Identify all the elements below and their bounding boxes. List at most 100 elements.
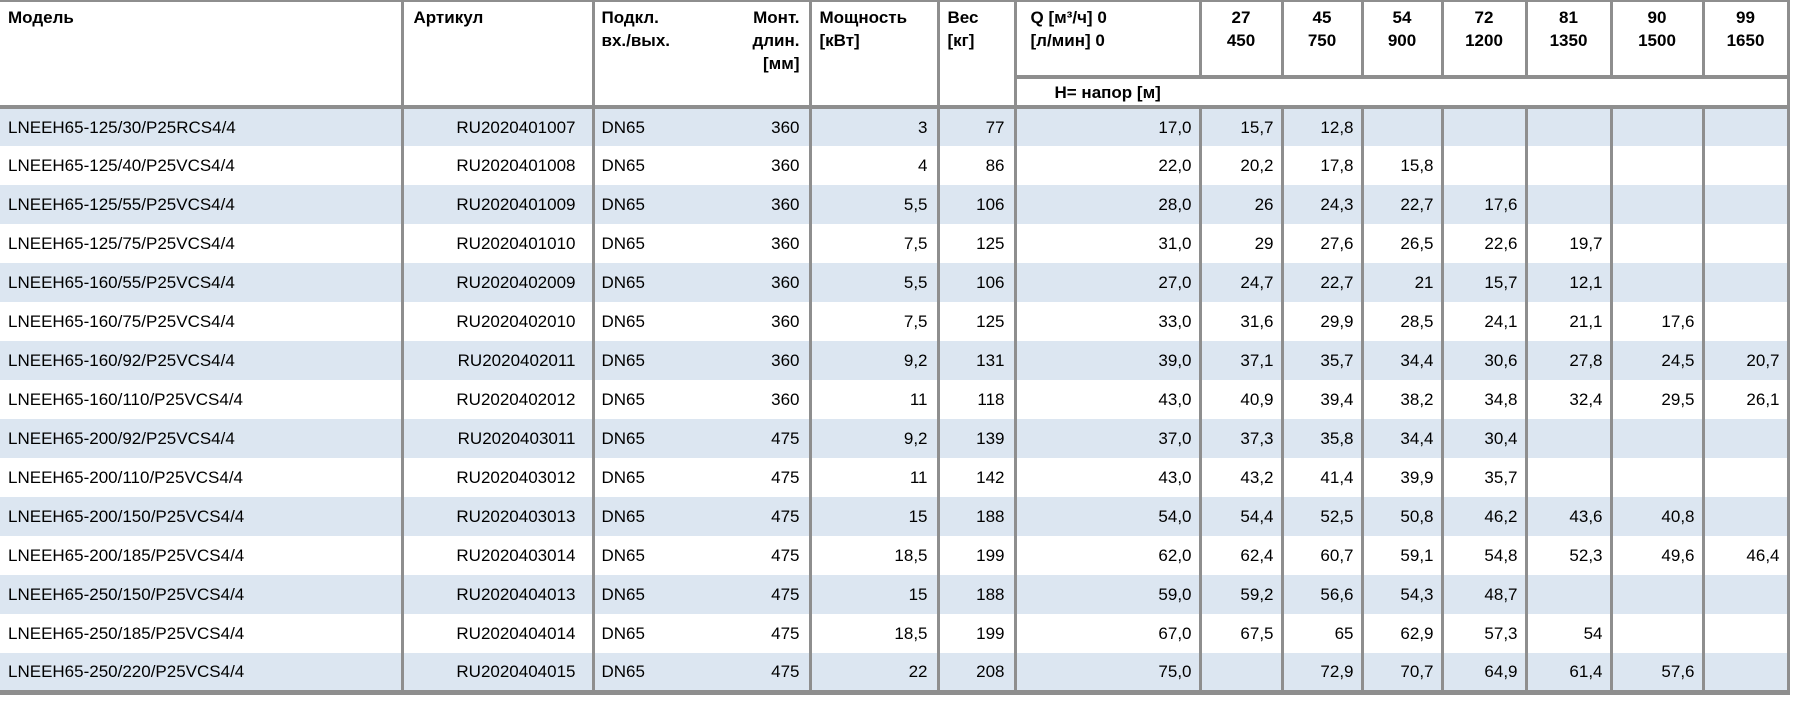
weight-cell: 131 <box>938 341 1017 380</box>
head-cell: 34,4 <box>1362 341 1444 380</box>
mount-length-cell: 360 <box>700 224 812 263</box>
head-cell: 52,3 <box>1526 536 1613 575</box>
model-cell: LNEEH65-160/92/P25VCS4/4 <box>0 341 404 380</box>
model-cell: LNEEH65-125/55/P25VCS4/4 <box>0 185 404 224</box>
head-cell: 59,2 <box>1200 575 1284 614</box>
head-cell: 24,3 <box>1282 185 1364 224</box>
col-header-model: Модель <box>0 0 404 109</box>
table-row: LNEEH65-250/150/P25VCS4/4 RU2020404013 D… <box>0 575 1790 614</box>
head-q0-cell: 39,0 <box>1015 341 1202 380</box>
head-cell <box>1703 224 1790 263</box>
model-cell: LNEEH65-200/110/P25VCS4/4 <box>0 458 404 497</box>
mount-length-cell: 360 <box>700 107 812 146</box>
flow-lmin: 450 <box>1226 31 1256 50</box>
head-q0-cell: 27,0 <box>1015 263 1202 302</box>
power-cell: 4 <box>810 146 940 185</box>
head-cell: 24,5 <box>1611 341 1705 380</box>
head-cell <box>1703 302 1790 341</box>
col-header-flow-27: 27 450 <box>1200 0 1284 79</box>
flow-lmin: 1350 <box>1549 31 1588 50</box>
model-cell: LNEEH65-200/150/P25VCS4/4 <box>0 497 404 536</box>
table-row: LNEEH65-160/110/P25VCS4/4 RU2020402012 D… <box>0 380 1790 419</box>
flow-m3h: 54 <box>1392 8 1412 27</box>
article-cell: RU2020403014 <box>402 536 595 575</box>
col-header-weight: Вес [кг] <box>938 0 1017 109</box>
mount-header-line1: Монт. <box>753 8 800 27</box>
connection-header-line2: вх./вых. <box>601 31 671 50</box>
table-row: LNEEH65-160/55/P25VCS4/4 RU2020402009 DN… <box>0 263 1790 302</box>
model-cell: LNEEH65-200/185/P25VCS4/4 <box>0 536 404 575</box>
head-cell: 48,7 <box>1442 575 1528 614</box>
head-cell <box>1611 458 1705 497</box>
head-q0-cell: 28,0 <box>1015 185 1202 224</box>
weight-cell: 188 <box>938 575 1017 614</box>
connection-cell: DN65 <box>601 351 645 370</box>
weight-cell: 208 <box>938 653 1017 695</box>
weight-cell: 199 <box>938 536 1017 575</box>
table-row: LNEEH65-200/185/P25VCS4/4 RU2020403014 D… <box>0 536 1790 575</box>
head-cell: 64,9 <box>1442 653 1528 695</box>
head-cell: 60,7 <box>1282 536 1364 575</box>
head-cell: 27,8 <box>1526 341 1613 380</box>
weight-cell: 125 <box>938 302 1017 341</box>
connection-cell: DN65 <box>601 273 645 292</box>
col-header-article: Артикул <box>402 0 595 109</box>
power-cell: 5,5 <box>810 263 940 302</box>
head-cell <box>1611 224 1705 263</box>
power-cell: 7,5 <box>810 224 940 263</box>
col-header-flow-90: 90 1500 <box>1611 0 1705 79</box>
model-cell: LNEEH65-125/75/P25VCS4/4 <box>0 224 404 263</box>
col-header-connection: Подкл. вх./вых. <box>593 0 700 109</box>
head-cell <box>1611 107 1705 146</box>
power-header-line1: Мощность <box>819 8 908 27</box>
head-q0-cell: 54,0 <box>1015 497 1202 536</box>
col-header-flow-99: 99 1650 <box>1703 0 1790 79</box>
q-header-line2: [л/мин] 0 <box>1030 31 1105 50</box>
mount-length-cell: 360 <box>700 146 812 185</box>
model-cell: LNEEH65-250/220/P25VCS4/4 <box>0 653 404 695</box>
table-row: LNEEH65-200/92/P25VCS4/4 RU2020403011 DN… <box>0 419 1790 458</box>
head-cell: 20,7 <box>1703 341 1790 380</box>
head-cell <box>1611 614 1705 653</box>
head-cell: 26 <box>1200 185 1284 224</box>
power-cell: 15 <box>810 575 940 614</box>
article-cell: RU2020404014 <box>402 614 595 653</box>
table-row: LNEEH65-200/110/P25VCS4/4 RU2020403012 D… <box>0 458 1790 497</box>
connection-cell: DN65 <box>601 429 645 448</box>
model-cell: LNEEH65-200/92/P25VCS4/4 <box>0 419 404 458</box>
col-header-flow-45: 45 750 <box>1282 0 1364 79</box>
head-cell: 12,8 <box>1282 107 1364 146</box>
article-cell: RU2020403012 <box>402 458 595 497</box>
head-cell: 12,1 <box>1526 263 1613 302</box>
head-cell: 31,6 <box>1200 302 1284 341</box>
flow-lmin: 1500 <box>1638 31 1676 50</box>
head-cell: 49,6 <box>1611 536 1705 575</box>
table-header: Модель Артикул Подкл. вх./вых. Монт. дли… <box>0 0 1790 109</box>
head-cell: 56,6 <box>1282 575 1364 614</box>
connection-cell: DN65 <box>601 390 645 409</box>
head-cell: 54,8 <box>1442 536 1528 575</box>
flow-m3h: 90 <box>1647 8 1667 27</box>
head-cell: 57,6 <box>1611 653 1705 695</box>
col-header-flow-72: 72 1200 <box>1442 0 1528 79</box>
head-cell: 43,6 <box>1526 497 1613 536</box>
mount-header-line3: [мм] <box>763 54 800 73</box>
head-q0-cell: 67,0 <box>1015 614 1202 653</box>
head-cell <box>1526 107 1613 146</box>
weight-header-line1: Вес <box>947 8 979 27</box>
power-cell: 11 <box>810 380 940 419</box>
weight-cell: 199 <box>938 614 1017 653</box>
article-cell: RU2020404013 <box>402 575 595 614</box>
flow-m3h: 27 <box>1231 8 1251 27</box>
head-q0-cell: 62,0 <box>1015 536 1202 575</box>
power-cell: 22 <box>810 653 940 695</box>
mount-length-cell: 475 <box>700 536 812 575</box>
head-cell: 37,3 <box>1200 419 1284 458</box>
model-cell: LNEEH65-125/30/P25RCS4/4 <box>0 107 404 146</box>
model-cell: LNEEH65-250/185/P25VCS4/4 <box>0 614 404 653</box>
head-cell <box>1703 107 1790 146</box>
mount-length-cell: 475 <box>700 458 812 497</box>
flow-lmin: 1650 <box>1726 31 1765 50</box>
head-cell: 54,4 <box>1200 497 1284 536</box>
